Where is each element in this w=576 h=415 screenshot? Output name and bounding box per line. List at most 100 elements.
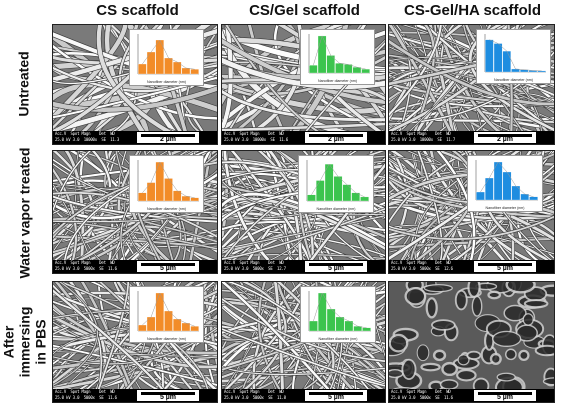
micrograph-panel-r3-c2: Nanofiber diameter (nm) Acc.V Spot Magn D…	[221, 281, 386, 403]
histogram-bar	[502, 50, 511, 73]
histogram-bar	[155, 39, 164, 75]
histogram-xlabel: Nanofiber diameter (nm)	[316, 207, 356, 211]
diameter-histogram-inset: Nanofiber diameter (nm)	[298, 155, 374, 213]
histogram-bar	[326, 308, 336, 332]
scale-bar-line	[309, 134, 363, 137]
histogram-bar	[146, 316, 156, 332]
diameter-histogram-inset: Nanofiber diameter (nm)	[467, 155, 543, 212]
scale-bar: 2 µm	[474, 132, 536, 143]
histogram-fit-curve	[142, 39, 195, 70]
histogram-xlabel: Nanofiber diameter (nm)	[318, 337, 358, 341]
sem-info-bar: Acc.V Spot Magn Det WD 25.0 kV 3.0 5000x…	[389, 260, 554, 273]
sem-info-bar: Acc.V Spot Magn Det WD 25.0 kV 3.0 10000…	[389, 131, 554, 144]
histogram-bar	[360, 196, 369, 202]
sem-info-bar: Acc.V Spot Magn Det WD 25.0 kV 3.0 10000…	[53, 131, 217, 144]
scale-bar-label: 5 µm	[159, 394, 177, 401]
sem-meta-text: Acc.V Spot Magn Det WD 25.0 kV 3.0 5000x…	[391, 260, 453, 271]
scale-bar: 5 µm	[474, 390, 536, 401]
diameter-histogram-inset: Nanofiber diameter (nm)	[300, 29, 375, 85]
histogram-bar	[529, 196, 538, 201]
scale-bar-label: 2 µm	[496, 136, 514, 143]
scale-bar: 5 µm	[137, 261, 199, 272]
sem-meta-text: Acc.V Spot Magn Det WD 25.0 kV 3.0 5000x…	[391, 389, 453, 400]
micrograph-panel-r3-c3: Acc.V Spot Magn Det WD 25.0 kV 3.0 5000x…	[388, 281, 555, 403]
scale-bar: 2 µm	[137, 132, 199, 143]
micrograph-panel-r1-c3: Nanofiber diameter (nm) Acc.V Spot Magn D…	[388, 24, 555, 145]
scale-bar: 5 µm	[305, 261, 367, 272]
histogram-bar	[164, 310, 173, 332]
histogram-fit-curve	[480, 161, 534, 198]
histogram-xlabel: Nanofiber diameter (nm)	[485, 206, 525, 210]
scale-bar-line	[478, 392, 532, 395]
sem-info-bar: Acc.V Spot Magn Det WD 25.0 kV 3.0 5000x…	[222, 389, 385, 402]
scale-bar-label: 5 µm	[159, 265, 177, 272]
histogram-xlabel: Nanofiber diameter (nm)	[494, 78, 533, 82]
scale-bar: 5 µm	[474, 261, 536, 272]
diameter-histogram-inset: Nanofiber diameter (nm)	[300, 286, 376, 343]
scale-bar-label: 5 µm	[327, 265, 345, 272]
histogram-fit-curve	[489, 39, 542, 72]
histogram-bar	[138, 63, 147, 75]
diameter-histogram-inset: Nanofiber diameter (nm)	[129, 286, 204, 343]
micrograph-panel-r2-c1: Nanofiber diameter (nm) Acc.V Spot Magn D…	[52, 150, 218, 274]
scale-bar-line	[309, 263, 363, 266]
histogram-bar	[307, 194, 316, 202]
histogram-fit-curve	[313, 292, 367, 329]
sem-meta-text: Acc.V Spot Magn Det WD 25.0 kV 3.0 5000x…	[224, 260, 286, 271]
diameter-histogram-inset: Nanofiber diameter (nm)	[476, 29, 551, 84]
scale-bar-line	[478, 134, 532, 137]
histogram-fit-curve	[311, 163, 365, 198]
scale-bar: 5 µm	[137, 390, 199, 401]
histogram-bar	[333, 176, 343, 202]
histogram-bar	[511, 185, 521, 201]
histogram-bar	[146, 51, 156, 75]
micrograph-panel-r3-c1: Nanofiber diameter (nm) Acc.V Spot Magn D…	[52, 281, 218, 403]
histogram-bar	[485, 39, 494, 73]
scale-bar-label: 2 µm	[327, 136, 345, 143]
histogram-bar	[173, 318, 182, 332]
scale-bar-line	[309, 392, 363, 395]
histogram-bar	[344, 64, 353, 74]
histogram-fit-curve	[142, 161, 195, 198]
histogram-bar	[335, 316, 345, 332]
histogram-bar	[138, 324, 147, 332]
sem-info-bar: Acc.V Spot Magn Det WD 25.0 kV 3.0 5000x…	[53, 260, 217, 273]
histogram-bar	[309, 65, 318, 74]
column-title-cs-gel-ha: CS-Gel/HA scaffold	[404, 2, 541, 19]
histogram-bar	[335, 63, 344, 74]
scale-bar-label: 5 µm	[496, 265, 514, 272]
row-label-water-vapor: Water vapor treated	[16, 147, 32, 278]
sem-meta-text: Acc.V Spot Magn Det WD 25.0 kV 3.0 5000x…	[55, 389, 117, 400]
row-label-pbs: After immersing in PBS	[0, 306, 49, 378]
scale-bar-line	[141, 134, 195, 137]
scale-bar-line	[141, 392, 195, 395]
histogram-fit-curve	[313, 35, 366, 70]
scale-bar-label: 5 µm	[496, 394, 514, 401]
sem-info-bar: Acc.V Spot Magn Det WD 25.0 kV 3.0 10000…	[222, 131, 385, 144]
histogram-bar	[361, 68, 370, 74]
sem-meta-text: Acc.V Spot Magn Det WD 25.0 kV 3.0 10000…	[55, 131, 120, 142]
sem-meta-text: Acc.V Spot Magn Det WD 25.0 kV 3.0 5000x…	[55, 260, 117, 271]
histogram-bar	[476, 191, 485, 201]
histogram-fit-curve	[142, 292, 195, 327]
sem-info-bar: Acc.V Spot Magn Det WD 25.0 kV 3.0 5000x…	[53, 389, 217, 402]
histogram-bar	[164, 57, 173, 75]
scale-bar: 2 µm	[305, 132, 367, 143]
histogram-bar	[190, 326, 199, 332]
column-title-cs: CS scaffold	[96, 2, 179, 19]
diameter-histogram-inset: Nanofiber diameter (nm)	[129, 29, 204, 86]
histogram-bar	[181, 67, 191, 75]
row-label-untreated: Untreated	[16, 51, 33, 117]
scale-bar-label: 2 µm	[159, 136, 177, 143]
scale-bar-line	[141, 263, 195, 266]
micrograph-panel-r2-c3: Nanofiber diameter (nm) Acc.V Spot Magn D…	[388, 150, 555, 274]
histogram-xlabel: Nanofiber diameter (nm)	[147, 207, 186, 211]
histogram-bar	[146, 182, 156, 202]
micrograph-panel-r1-c2: Nanofiber diameter (nm) Acc.V Spot Magn D…	[221, 24, 386, 145]
histogram-bar	[485, 177, 494, 201]
histogram-bar	[309, 320, 318, 332]
scale-bar-label: 5 µm	[327, 394, 345, 401]
diameter-histogram-inset: Nanofiber diameter (nm)	[129, 155, 204, 213]
scale-bar: 5 µm	[305, 390, 367, 401]
histogram-xlabel: Nanofiber diameter (nm)	[318, 79, 357, 83]
